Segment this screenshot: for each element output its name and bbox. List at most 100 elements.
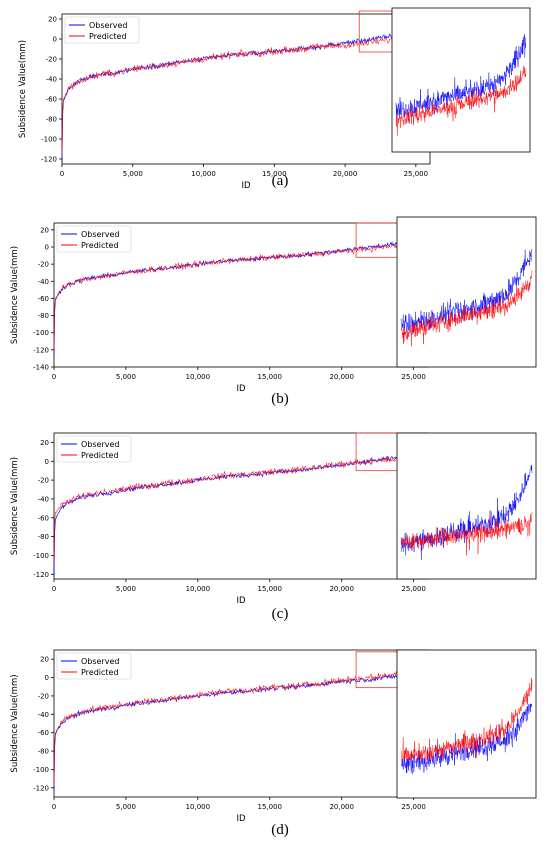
x-axis-label: ID — [236, 384, 246, 394]
x-tick-label: 20,000 — [329, 373, 354, 381]
y-tick-label: -40 — [38, 495, 49, 503]
y-tick-label: -100 — [41, 136, 57, 144]
legend-label: Observed — [81, 230, 120, 239]
legend-label: Observed — [81, 657, 120, 666]
x-tick-label: 25,000 — [401, 803, 426, 811]
x-tick-label: 5,000 — [116, 803, 136, 811]
zoom-series-observed — [395, 34, 527, 123]
zoom-inset — [396, 216, 537, 368]
legend-label: Observed — [89, 21, 128, 30]
zoom-inset-frame — [391, 7, 531, 153]
x-tick-label: 15,000 — [258, 585, 283, 593]
x-axis-label: ID — [241, 181, 251, 191]
y-tick-label: -140 — [33, 364, 49, 372]
y-tick-label: 20 — [40, 226, 49, 234]
y-tick-label: -120 — [33, 346, 49, 354]
y-tick-label: 20 — [40, 656, 49, 664]
panel-label-c: (c) — [271, 606, 289, 622]
zoom-inset — [391, 7, 531, 153]
y-axis-label: Subsidence Value(mm) — [18, 40, 28, 138]
y-tick-label: -100 — [33, 329, 49, 337]
x-tick-label: 25,000 — [401, 585, 426, 593]
zoom-series-predicted — [400, 509, 533, 556]
y-tick-label: -120 — [33, 571, 49, 579]
y-tick-label: 0 — [45, 674, 49, 682]
x-tick-label: 5,000 — [123, 170, 143, 178]
chart-panel-1: 0 5,000 10,000 15,000 20,000 25,000 20 0 -20 -40 -… — [18, 7, 531, 191]
zoom-inset-frame — [396, 216, 537, 368]
chart-panel-4: 0 5,000 10,000 15,000 20,000 25,000 20 0 -20 -40 -… — [10, 649, 537, 824]
y-tick-label: -60 — [46, 96, 57, 104]
x-tick-label: 25,000 — [404, 170, 429, 178]
series-line-predicted — [53, 454, 429, 565]
zoom-series-predicted — [400, 270, 533, 347]
legend-label: Predicted — [89, 32, 127, 41]
x-axis-label: ID — [236, 814, 246, 824]
x-tick-label: 20,000 — [329, 803, 354, 811]
y-tick-label: 20 — [48, 16, 57, 24]
y-tick-label: 0 — [45, 244, 49, 252]
legend-label: Predicted — [81, 241, 119, 250]
zoom-series-predicted — [400, 677, 533, 763]
series-line-predicted — [53, 234, 429, 350]
legend: Observed Predicted — [64, 16, 140, 44]
legend-label: Predicted — [81, 668, 119, 677]
panel-label-b: (b) — [271, 391, 289, 407]
x-tick-label: 5,000 — [116, 585, 136, 593]
series-line-predicted — [53, 659, 429, 787]
legend: Observed Predicted — [56, 652, 132, 680]
legend-label: Observed — [81, 440, 120, 449]
x-tick-label: 25,000 — [401, 373, 426, 381]
y-tick-label: -80 — [38, 748, 49, 756]
x-tick-label: 5,000 — [116, 373, 136, 381]
legend: Observed Predicted — [56, 225, 132, 253]
zoom-series-observed — [400, 464, 533, 561]
y-tick-label: -20 — [38, 692, 49, 700]
y-tick-label: -40 — [46, 76, 57, 84]
y-tick-label: -40 — [38, 711, 49, 719]
y-tick-label: -60 — [38, 729, 49, 737]
y-tick-label: -120 — [33, 784, 49, 792]
x-tick-label: 0 — [52, 803, 56, 811]
legend-label: Predicted — [81, 451, 119, 460]
zoom-series-observed — [400, 248, 533, 340]
y-tick-label: -60 — [38, 295, 49, 303]
series-line-observed — [61, 18, 431, 162]
y-tick-label: -100 — [33, 766, 49, 774]
y-tick-label: -80 — [46, 116, 57, 124]
x-tick-label: 15,000 — [262, 170, 287, 178]
y-axis-label: Subsidence Value(mm) — [10, 246, 20, 344]
y-tick-label: -40 — [38, 278, 49, 286]
y-tick-label: 0 — [53, 36, 57, 44]
x-tick-label: 10,000 — [186, 585, 211, 593]
x-tick-label: 20,000 — [329, 585, 354, 593]
chart-panel-2: 0 5,000 10,000 15,000 20,000 25,000 20 0 -20 -40 -… — [10, 216, 537, 394]
y-axis-label: Subsidence Value(mm) — [10, 674, 20, 772]
zoom-inset-frame — [396, 649, 537, 799]
x-tick-label: 10,000 — [186, 373, 211, 381]
x-tick-label: 20,000 — [333, 170, 358, 178]
x-tick-label: 0 — [60, 170, 64, 178]
y-tick-label: -20 — [38, 477, 49, 485]
y-tick-label: -20 — [38, 261, 49, 269]
y-tick-label: -60 — [38, 514, 49, 522]
y-axis-label: Subsidence Value(mm) — [10, 457, 20, 555]
y-tick-label: 20 — [40, 439, 49, 447]
x-tick-label: 10,000 — [186, 803, 211, 811]
y-tick-label: -100 — [33, 552, 49, 560]
y-tick-label: -120 — [41, 156, 57, 164]
y-tick-label: -80 — [38, 533, 49, 541]
legend: Observed Predicted — [56, 435, 132, 463]
zoom-inset — [396, 432, 537, 580]
panel-label-d: (d) — [271, 822, 289, 838]
x-tick-label: 15,000 — [258, 373, 283, 381]
series-line-predicted — [61, 27, 431, 157]
zoom-inset — [396, 649, 537, 799]
x-tick-label: 10,000 — [191, 170, 216, 178]
x-tick-label: 0 — [52, 373, 56, 381]
x-tick-label: 15,000 — [258, 803, 283, 811]
y-tick-label: -20 — [46, 56, 57, 64]
x-axis-label: ID — [236, 596, 246, 606]
chart-panel-3: 0 5,000 10,000 15,000 20,000 25,000 20 0 -20 -40 -… — [10, 432, 537, 606]
zoom-series-predicted — [395, 65, 527, 136]
